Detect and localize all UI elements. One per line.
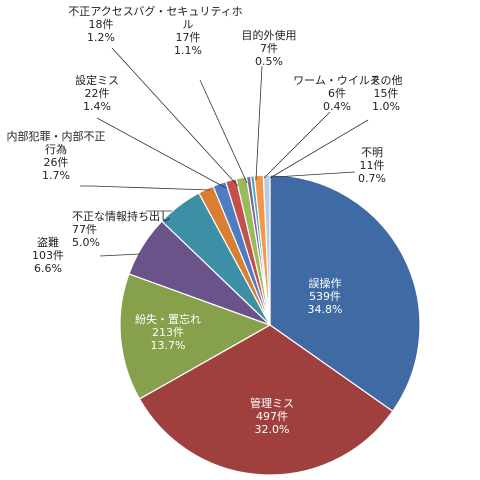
slice-label: 紛失・置忘れ 213件 13.7% bbox=[135, 312, 201, 352]
slice-label: ワーム・ウイルス 6件 0.4% bbox=[293, 74, 381, 113]
leader-line bbox=[269, 119, 369, 179]
slice-label: その他 15件 1.0% bbox=[370, 74, 403, 113]
leader-line bbox=[111, 47, 239, 187]
slice-labels: 誤操作 539件 34.8% 管理ミス 497件 32.0% 紛失・置忘れ 213件 13.7%… bbox=[7, 4, 403, 436]
leader-line bbox=[96, 117, 227, 189]
slice-label: 不正な情報持ち出し 77件 5.0% bbox=[72, 209, 171, 249]
leader-line bbox=[274, 171, 356, 178]
leader-line bbox=[80, 185, 211, 191]
pie-slice bbox=[138, 324, 394, 476]
pie-slice bbox=[119, 273, 272, 400]
slice-label: バグ・セキュリティホル 17件 1.1% bbox=[133, 4, 242, 57]
slice-label: 設定ミス 22件 1.4% bbox=[75, 73, 119, 113]
slice-label: 目的外使用 7件 0.5% bbox=[242, 28, 297, 68]
pie-slices bbox=[119, 174, 421, 476]
leader-line bbox=[199, 79, 248, 184]
slice-label: 管理ミス 497件 32.0% bbox=[250, 396, 294, 436]
leader-line bbox=[263, 111, 331, 179]
leader-lines bbox=[80, 47, 369, 257]
pie-slice bbox=[269, 174, 421, 413]
slice-label: 不正アクセス 18件 1.2% bbox=[68, 5, 133, 44]
slice-label: 不明 11件 0.7% bbox=[358, 146, 386, 185]
slice-label: 内部犯罪・内部不正行為 26件 1.7% bbox=[7, 129, 106, 182]
leader-line bbox=[99, 253, 141, 257]
slice-label: 誤操作 539件 34.8% bbox=[308, 276, 343, 316]
leader-line bbox=[255, 65, 263, 181]
slice-label: 盗難 103件 6.6% bbox=[32, 236, 64, 275]
